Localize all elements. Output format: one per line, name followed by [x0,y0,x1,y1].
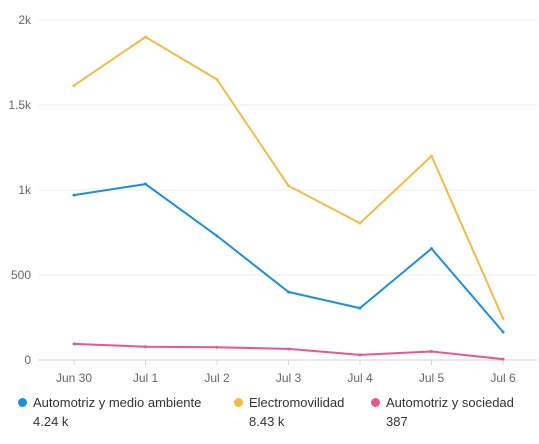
y-tick-label: 500 [11,268,31,282]
series-line-1[interactable] [73,36,504,320]
data-point[interactable] [287,290,290,294]
data-point[interactable] [358,353,362,357]
data-point[interactable] [287,347,290,351]
series-line-2[interactable] [73,342,504,361]
data-point[interactable] [358,221,362,225]
x-tick-label: Jul 1 [133,371,159,385]
legend-total: 8.43 k [249,414,285,429]
legend-label: Electromovilidad [249,394,345,410]
y-tick-label: 0 [24,353,31,367]
x-tick-label: Jul 6 [490,371,516,385]
data-point[interactable] [72,342,76,346]
data-point[interactable] [430,350,433,353]
data-point[interactable] [501,316,505,320]
data-point[interactable] [358,306,362,310]
data-point[interactable] [430,154,433,158]
x-tick-label: Jul 4 [347,371,373,385]
series-lines [72,35,505,361]
x-tick-label: Jun 30 [56,371,92,385]
legend-label: Automotriz y medio ambiente [33,394,202,410]
x-tick-label: Jul 3 [276,371,302,385]
data-point[interactable] [430,247,433,251]
data-point[interactable] [287,184,290,188]
data-point[interactable] [144,345,147,349]
legend-total: 4.24 k [33,414,69,429]
data-point[interactable] [501,357,505,361]
data-point[interactable] [215,234,219,238]
y-tick-label: 2k [18,13,32,27]
legend-item-automotriz-medio-ambiente[interactable]: Automotriz y medio ambiente 4.24 k [18,392,201,432]
data-point[interactable] [215,78,219,81]
y-tick-label: 1k [18,183,32,197]
x-axis-ticks: Jun 30 Jul 1 Jul 2 Jul 3 Jul 4 Jul 5 Jul 6 [56,360,516,385]
data-point[interactable] [215,345,219,349]
series-line-0[interactable] [73,183,504,333]
data-point[interactable] [72,193,76,197]
data-point[interactable] [72,83,76,87]
x-tick-label: Jul 5 [419,371,445,385]
legend-dot-icon [234,397,243,407]
legend-dot-icon [371,397,380,407]
legend-total: 387 [386,414,408,429]
legend: Automotriz y medio ambiente 4.24 k Elect… [0,392,539,444]
legend-dot-icon [18,397,27,407]
data-point[interactable] [144,182,147,186]
x-tick-label: Jul 2 [204,371,230,385]
data-point[interactable] [144,35,147,39]
y-tick-label: 1.5k [8,98,32,112]
data-point[interactable] [501,330,505,334]
y-axis-ticks: 0 500 1k 1.5k 2k [8,13,32,367]
legend-label: Automotriz y sociedad [386,394,514,410]
legend-item-electromovilidad[interactable]: Electromovilidad 8.43 k [234,392,344,432]
legend-item-automotriz-sociedad[interactable]: Automotriz y sociedad 387 [371,392,514,432]
